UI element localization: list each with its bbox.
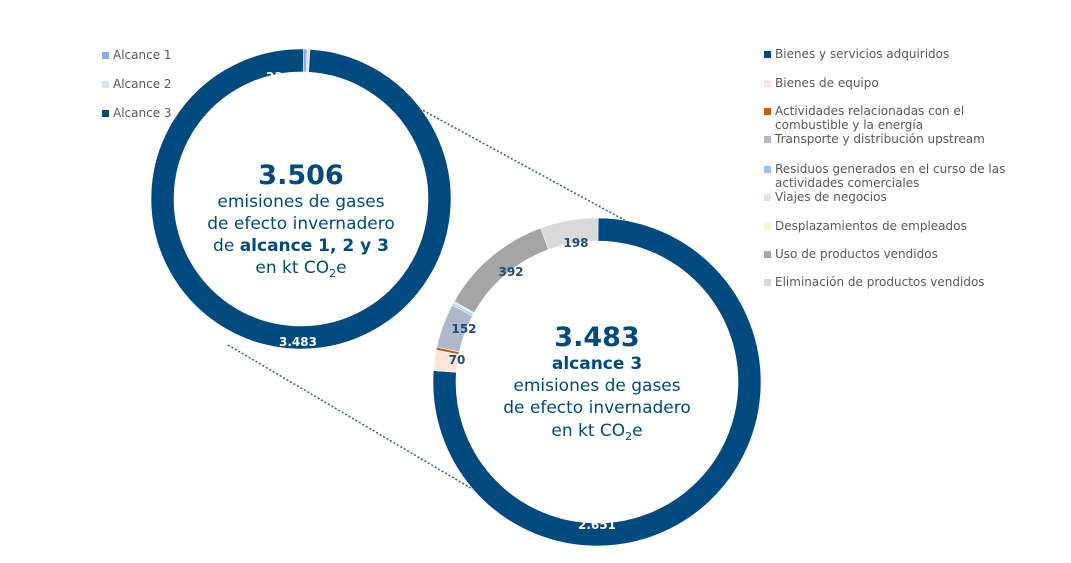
legend-swatch [764,108,771,115]
connector-line-bottom [227,344,521,518]
donut-total-unit-sub: 2 [329,267,336,280]
donut-scope3-unit-prefix: en kt CO [551,421,625,441]
legend-swatch [764,136,771,143]
connector-line-top [401,98,629,223]
legend-swatch [102,110,109,117]
legend-swatch [764,194,771,201]
donut-total-center-line1: emisiones de gases [217,192,384,212]
legend-label-line-1: Actividades relacionadas con el [775,104,965,118]
donut-total-center-line3-bold: alcance 1, 2 y 3 [240,236,389,256]
donut-scope3-center-line2: emisiones de gases [513,376,680,396]
legend-label: Alcance 3 [113,106,172,120]
legend-swatch [764,223,771,230]
data-label-alcance-3: 3.483 [279,335,317,349]
data-label-eliminacion: 198 [563,236,588,250]
donut-total-center-unit: en kt CO2e [255,258,346,280]
donut-scope3-center-text: 3.483 alcance 3 emisiones de gases de ef… [503,322,691,443]
legend-label: Uso de productos vendidos [775,247,938,261]
donut-scope3-center-line3: de efecto invernadero [503,398,691,418]
legend-swatch [764,279,771,286]
legend-label-line-2: combustible y la energía [775,118,924,132]
donut-total-center-line3-prefix: de [213,236,240,256]
legend-scopes: Alcance 1 Alcance 2 Alcance 3 [102,48,222,128]
donut-total-data-labels: 23 1 3.483 [266,70,334,349]
donut-scope3-unit-suffix: e [632,421,642,441]
donut-total-center-line3: de alcance 1, 2 y 3 [213,236,389,256]
arrow-alcance-2 [310,85,323,93]
legend-swatch [764,80,771,87]
data-label-bienes-servicios: 2.651 [578,518,616,532]
legend-label: Desplazamientos de empleados [775,219,967,233]
legend-label: Alcance 1 [113,48,172,62]
data-label-bienes-equipo: 70 [449,353,466,367]
legend-label: Alcance 2 [113,77,172,91]
donut-scope3-center-line1: alcance 3 [552,354,642,374]
donut-scope3-unit-sub: 2 [625,430,632,443]
donut-total-unit-suffix: e [336,258,346,278]
legend-swatch [102,52,109,59]
donut-chart-scope3 [432,217,762,547]
legend-label: Bienes y servicios adquiridos [775,47,950,61]
donut-slice-bienes-y-servicios-adquiridos [432,217,762,547]
legend-scope3-categories: Bienes y servicios adquiridos Bienes de … [764,47,1064,297]
legend-label: Bienes de equipo [775,76,879,90]
data-label-alcance-2: 1 [326,82,334,96]
donut-total-unit-prefix: en kt CO [255,258,329,278]
donut-scope3-center-value: 3.483 [554,322,639,353]
legend-label: Viajes de negocios [775,190,887,204]
donut-total-center-value: 3.506 [258,160,343,191]
donut-slice-eliminacion-de-productos-vendidos [540,217,599,250]
legend-swatch [764,166,771,173]
legend-label-line-2: actividades comerciales [775,176,920,190]
donut-scope3-center-unit: en kt CO2e [551,421,642,443]
donut-total-center-line2: de efecto invernadero [207,214,395,234]
legend-swatch [102,81,109,88]
data-label-uso-productos: 392 [498,265,523,279]
data-label-alcance-1: 23 [266,70,283,84]
donut-chart-total [150,48,452,350]
legend-swatch [764,51,771,58]
legend-label: Transporte y distribución upstream [775,132,985,146]
legend-label-line-1: Residuos generados en el curso de las [775,162,1006,176]
legend-label: Eliminación de productos vendidos [775,275,985,289]
arrow-alcance-1 [289,73,302,81]
legend-swatch [764,251,771,258]
donut-slice-alcance-3 [150,48,452,350]
donut-total-center-text: 3.506 emisiones de gases de efecto inver… [207,160,395,280]
data-label-transporte: 152 [451,322,476,336]
donut-scope3-data-labels: 2.651 70 152 392 198 [449,236,616,532]
